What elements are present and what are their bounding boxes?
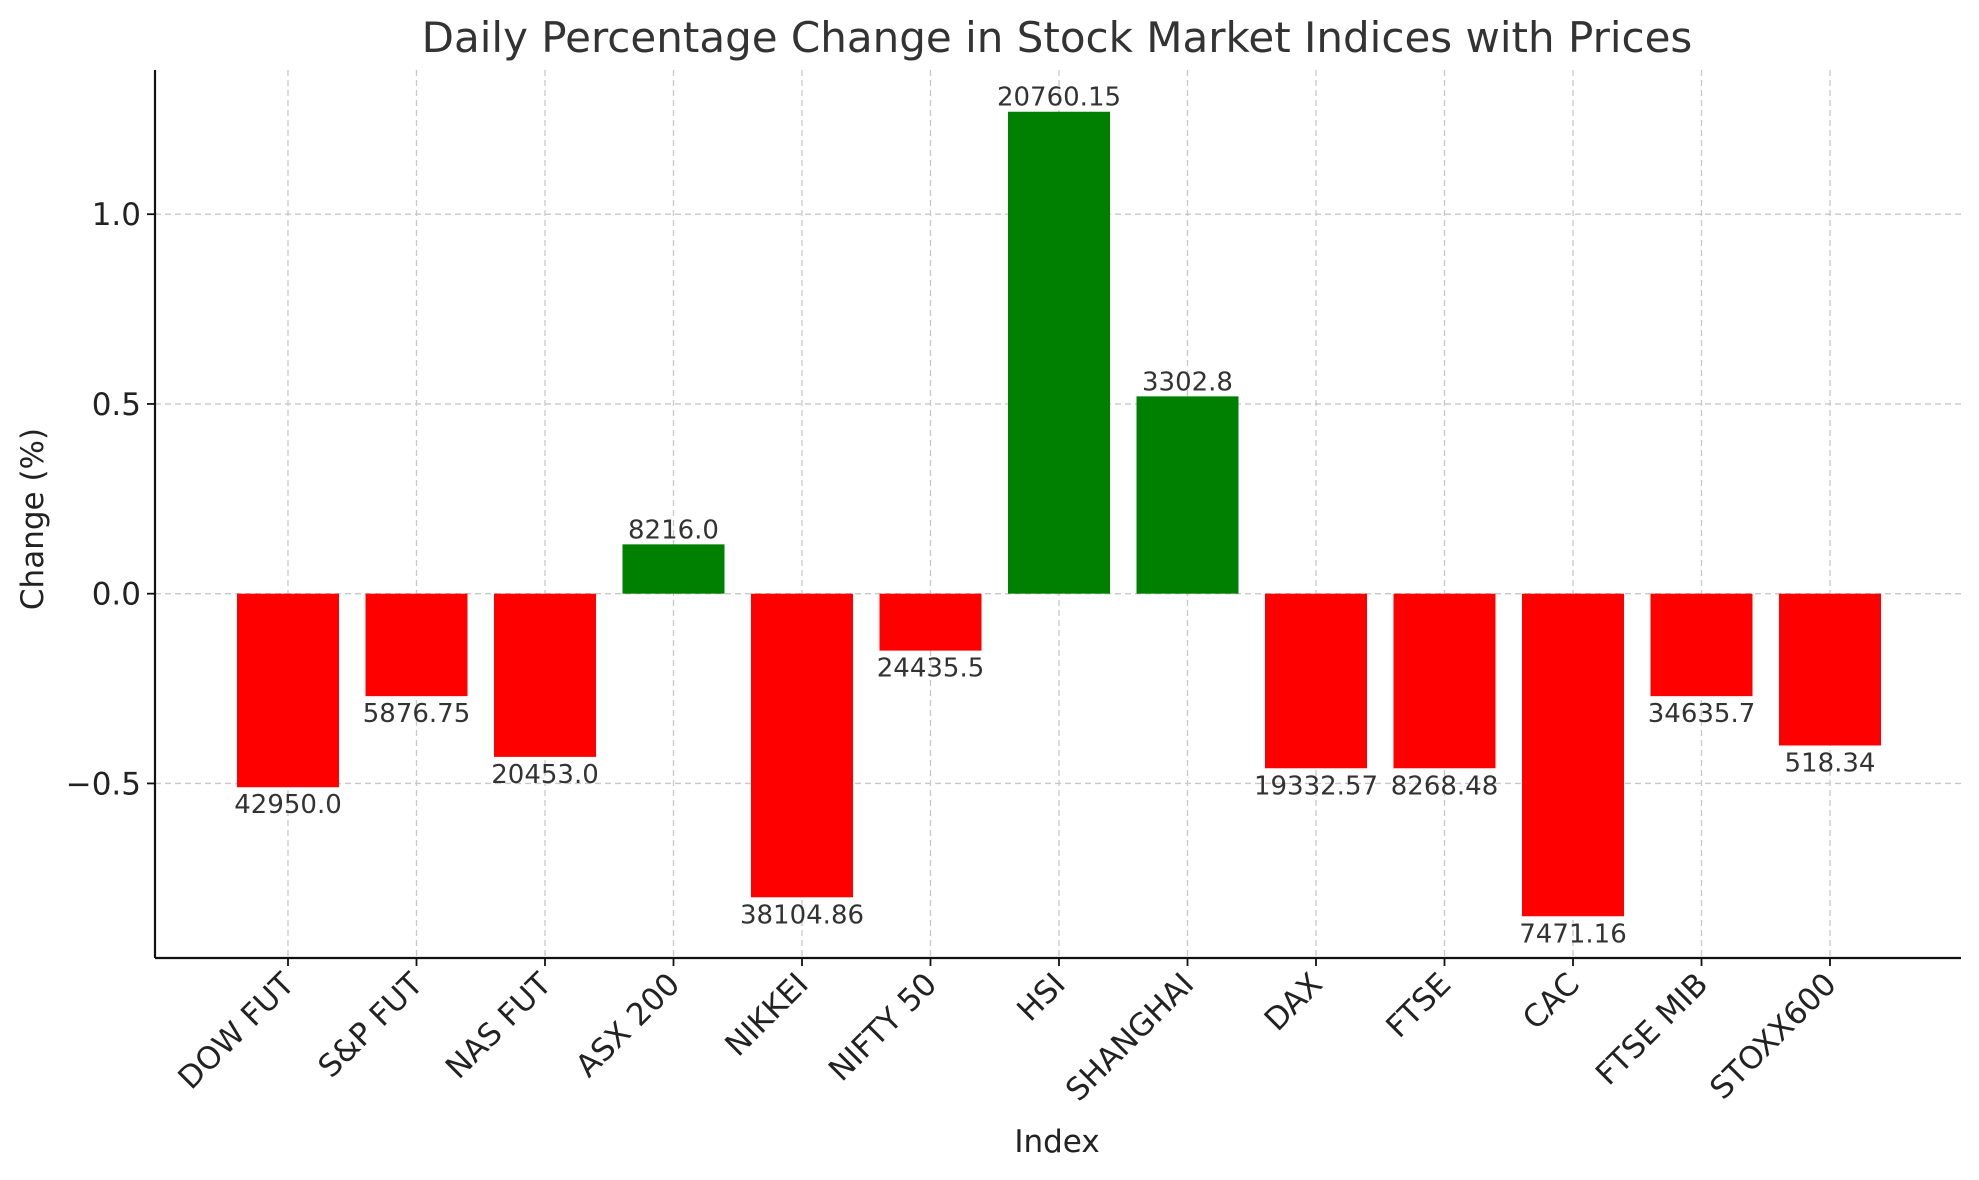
bar-price-label: 20453.0 — [491, 760, 599, 790]
bar-nas-fut — [494, 593, 596, 757]
y-axis-label: Change (%) — [15, 428, 51, 610]
bar-price-label: 3302.8 — [1142, 367, 1233, 397]
bar-price-label: 19332.57 — [1254, 771, 1378, 801]
bar-price-label: 8268.48 — [1391, 771, 1499, 801]
x-tick-label: ASX 200 — [569, 966, 687, 1084]
x-tick-label: HSI — [1010, 966, 1072, 1028]
bar-dax — [1265, 593, 1367, 769]
bar-price-label: 38104.86 — [740, 900, 864, 930]
bar-price-label: 20760.15 — [997, 83, 1121, 113]
x-tick-label: DAX — [1258, 966, 1330, 1038]
y-tick-label: 0.0 — [92, 577, 141, 613]
bar-ftse — [1393, 593, 1496, 769]
bar-price-label: 5876.75 — [363, 699, 471, 729]
bar-price-label: 7471.16 — [1519, 919, 1627, 949]
bar-price-label: 8216.0 — [628, 515, 719, 545]
x-tick-label: DOW FUT — [171, 965, 302, 1096]
x-tick-label: NIFTY 50 — [822, 966, 944, 1088]
y-tick-label: 1.0 — [92, 197, 141, 233]
y-tick-label: 0.5 — [92, 387, 141, 423]
bar-shanghai — [1136, 396, 1239, 594]
bar-stoxx600 — [1779, 593, 1881, 746]
x-tick-label: STOXX600 — [1703, 966, 1843, 1106]
bars — [237, 111, 1881, 917]
x-tick-label: NIKKEI — [718, 966, 815, 1063]
x-tick-label: FTSE MIB — [1589, 966, 1715, 1092]
x-axis-label: Index — [1014, 1124, 1099, 1160]
x-tick-label: SHANGHAI — [1059, 966, 1201, 1108]
bar-price-label: 24435.5 — [877, 654, 985, 684]
bar-cac — [1522, 593, 1624, 917]
x-tick-label: CAC — [1516, 966, 1587, 1037]
bar-nifty-50 — [879, 593, 982, 651]
bar-price-label: 42950.0 — [234, 790, 342, 820]
bar-hsi — [1008, 111, 1110, 594]
bar-ftse-mib — [1650, 593, 1753, 697]
bar-price-label: 518.34 — [1785, 748, 1876, 778]
x-tick-label: S&P FUT — [311, 965, 430, 1084]
bar-asx-200 — [622, 544, 725, 594]
bar-price-label: 34635.7 — [1648, 699, 1756, 729]
axes — [147, 70, 1961, 966]
bar-dow-fut — [237, 593, 339, 788]
bar-s-p-fut — [365, 593, 468, 697]
x-tick-label: FTSE — [1379, 966, 1458, 1045]
bar-nikkei — [751, 593, 853, 898]
x-tick-label: NAS FUT — [439, 965, 560, 1086]
y-tick-label: −0.5 — [66, 766, 141, 802]
chart-title: Daily Percentage Change in Stock Market … — [422, 13, 1693, 62]
